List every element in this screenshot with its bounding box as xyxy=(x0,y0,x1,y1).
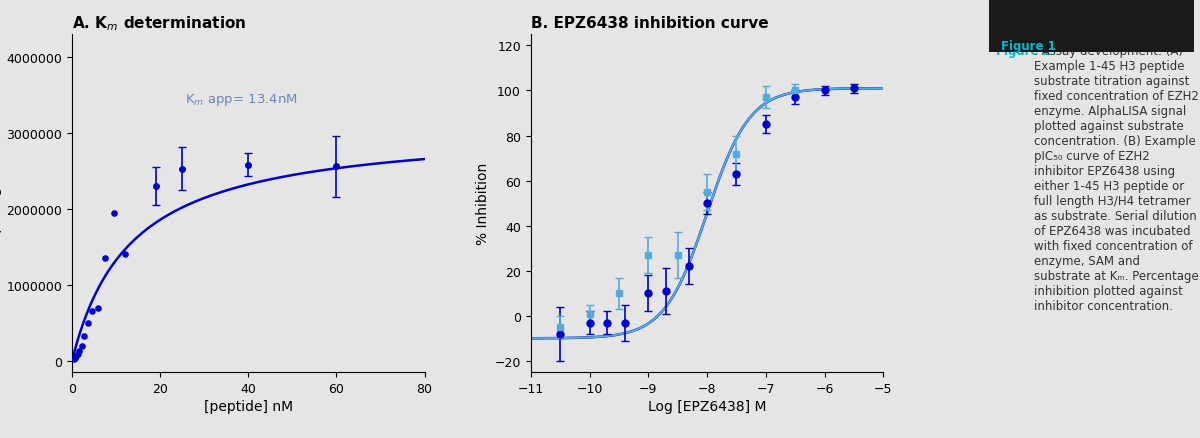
Text: Figure 1: Figure 1 xyxy=(1002,39,1056,53)
Point xyxy=(68,350,88,357)
Point xyxy=(115,251,134,258)
Point xyxy=(74,333,94,340)
Text: Figure 1: Figure 1 xyxy=(996,45,1050,58)
Point xyxy=(88,304,107,311)
Text: B. EPZ6438 inhibition curve: B. EPZ6438 inhibition curve xyxy=(530,16,768,31)
Y-axis label: Alphasignal: Alphasignal xyxy=(0,163,2,244)
Point xyxy=(83,308,102,315)
Point xyxy=(66,354,85,361)
Point xyxy=(72,342,91,349)
Text: K$_m$ app= 13.4nM: K$_m$ app= 13.4nM xyxy=(185,92,298,107)
X-axis label: [peptide] nM: [peptide] nM xyxy=(204,399,293,413)
Point xyxy=(78,320,97,327)
Y-axis label: % Inhibition: % Inhibition xyxy=(476,162,491,245)
Point xyxy=(70,348,89,355)
Text: A. K$_m$ determination: A. K$_m$ determination xyxy=(72,14,246,33)
Point xyxy=(67,353,86,360)
Text: : Assay development: (A) Example 1-45 H3 peptide substrate titration against fix: : Assay development: (A) Example 1-45 H3… xyxy=(1034,45,1199,313)
Point xyxy=(104,210,124,217)
Point xyxy=(95,255,114,262)
X-axis label: Log [EPZ6438] M: Log [EPZ6438] M xyxy=(648,399,767,413)
Point xyxy=(65,356,84,363)
